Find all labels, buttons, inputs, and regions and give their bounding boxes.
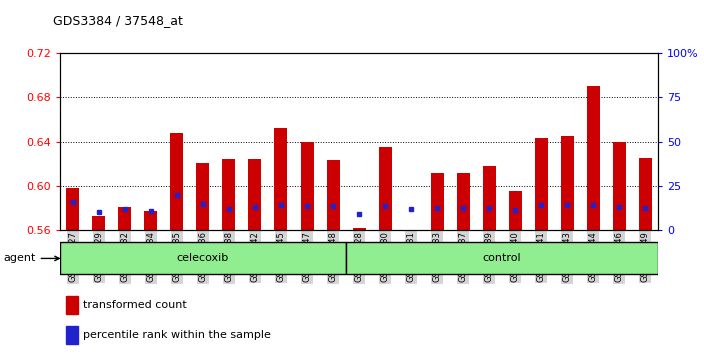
Bar [586, 86, 600, 230]
Bar [431, 172, 444, 230]
Bar [92, 216, 106, 230]
Bar [275, 128, 287, 230]
Bar [534, 138, 548, 230]
Bar [196, 162, 210, 230]
Bar [612, 142, 626, 230]
Text: transformed count: transformed count [82, 299, 187, 310]
FancyBboxPatch shape [60, 242, 346, 274]
Bar [560, 136, 574, 230]
Text: agent: agent [4, 253, 59, 263]
Bar [222, 159, 235, 230]
Bar [639, 158, 652, 230]
Bar [301, 142, 313, 230]
Text: control: control [483, 253, 522, 263]
Bar [118, 207, 132, 230]
Text: GDS3384 / 37548_at: GDS3384 / 37548_at [53, 14, 182, 27]
Bar [379, 147, 391, 230]
Bar [327, 160, 339, 230]
FancyBboxPatch shape [346, 242, 658, 274]
Bar [249, 159, 261, 230]
Text: celecoxib: celecoxib [177, 253, 229, 263]
Bar [353, 228, 365, 230]
Bar [144, 211, 158, 230]
Bar [483, 166, 496, 230]
Bar [66, 188, 80, 230]
Bar [508, 192, 522, 230]
Bar [66, 296, 77, 314]
Bar [170, 133, 184, 230]
Bar [457, 172, 470, 230]
Bar [66, 326, 77, 344]
Text: percentile rank within the sample: percentile rank within the sample [82, 330, 270, 340]
